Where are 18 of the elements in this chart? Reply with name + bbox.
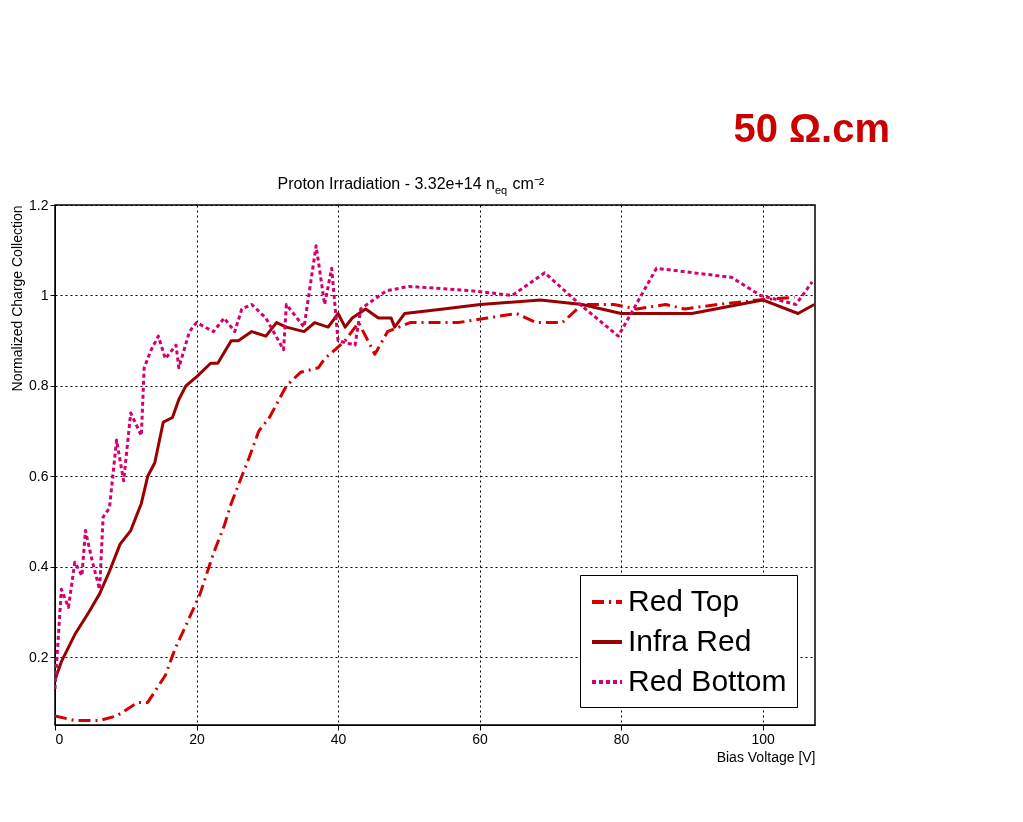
y-tick-label: 0.2 [29,648,49,665]
x-tick-label: 100 [751,730,776,747]
x-tick-label: 60 [472,730,489,747]
x-tick-label: 80 [613,730,630,747]
y-tick-label: 0.8 [29,377,49,394]
legend-label: Red Bottom [628,664,787,697]
x-axis-title: Bias Voltage [V] [716,748,816,765]
x-tick-label: 40 [330,730,347,747]
y-axis-title: Normalized Charge Collection [9,205,26,392]
text: 50 Ω.cm [733,106,890,150]
y-tick-label: 1.2 [29,196,49,213]
x-tick-label: 20 [189,730,206,747]
legend-label: Infra Red [628,624,752,657]
y-tick-label: 0.6 [29,467,49,484]
legend-label: Red Top [628,584,740,617]
y-tick-label: 1 [40,286,49,303]
y-tick-label: 0.4 [29,558,49,575]
x-tick-label: 0 [55,730,64,747]
